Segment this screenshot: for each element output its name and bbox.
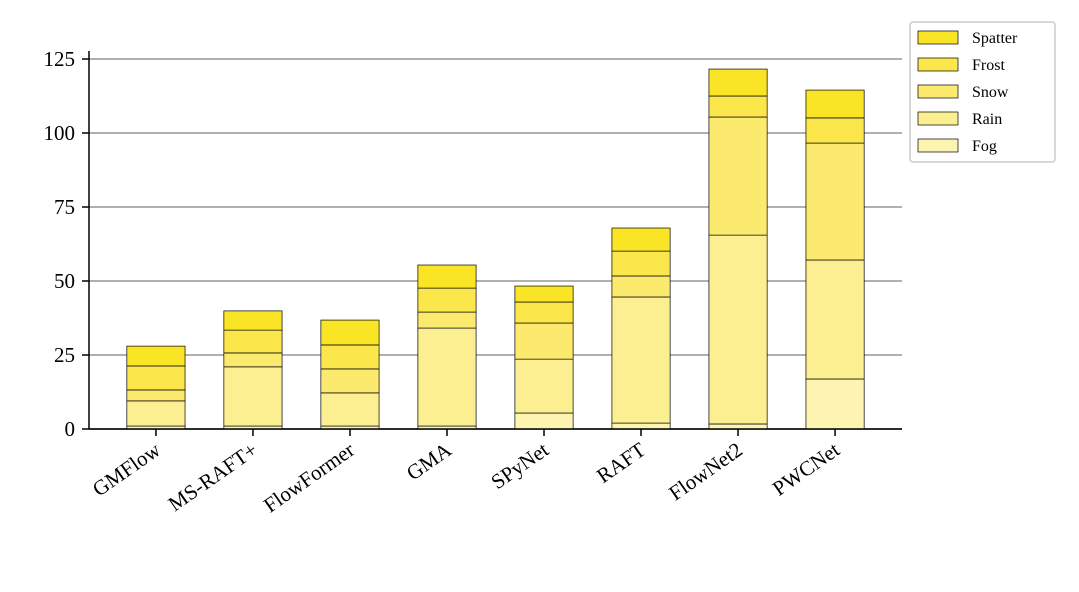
y-tick-label: 25 — [54, 343, 75, 367]
x-tick-label: GMA — [402, 437, 457, 485]
bar-segment — [708, 68, 768, 97]
bar-segment — [805, 378, 865, 430]
bar-segment — [708, 423, 768, 430]
bar-segment — [417, 327, 477, 427]
x-tick-label: SPyNet — [487, 437, 553, 494]
legend-swatch — [917, 84, 959, 99]
bar-segment — [514, 322, 574, 360]
y-tick-label: 100 — [44, 121, 76, 145]
bar-segment — [417, 311, 477, 329]
legend-swatch — [917, 111, 959, 126]
bar-segment — [514, 301, 574, 324]
bar-segment — [514, 412, 574, 430]
legend-label: Spatter — [972, 30, 1018, 47]
bar-segment — [708, 234, 768, 425]
legend-swatch — [917, 57, 959, 72]
bar-segment — [611, 422, 671, 430]
legend-label: Fog — [972, 138, 997, 155]
legend-swatch — [917, 30, 959, 45]
y-tick-label: 0 — [65, 417, 76, 441]
bar-segment — [805, 89, 865, 119]
y-tick-label: 125 — [44, 47, 76, 71]
bar-segment — [320, 368, 380, 394]
bar-segment — [611, 250, 671, 277]
x-tick-label: RAFT — [592, 437, 650, 488]
bar-segment — [514, 358, 574, 414]
legend-swatch — [917, 138, 959, 153]
legend: Spatter Frost Snow Rain Fog — [909, 21, 1056, 163]
bar-segment — [320, 344, 380, 370]
bar-segment — [708, 95, 768, 118]
bar-segment — [708, 116, 768, 236]
bar-segment — [223, 329, 283, 354]
bar-segment — [805, 259, 865, 380]
y-tick-label: 50 — [54, 269, 75, 293]
bar-segment — [611, 296, 671, 424]
legend-label: Frost — [972, 57, 1005, 74]
bar-segment — [611, 275, 671, 298]
legend-label: Rain — [972, 111, 1002, 128]
bar-segment — [611, 227, 671, 252]
x-tick-label: MS-RAFT+ — [164, 437, 262, 516]
bar-segment — [805, 142, 865, 261]
x-tick-label: FlowNet2 — [664, 437, 747, 505]
bar-segment — [514, 285, 574, 303]
bar-segment — [805, 117, 865, 144]
bar-segment — [417, 287, 477, 313]
bar-segment — [223, 352, 283, 368]
bar-segment — [126, 389, 186, 402]
bar-segment — [126, 400, 186, 427]
x-tick-label: GMFlow — [88, 437, 166, 501]
bar-segment — [417, 264, 477, 289]
legend-label: Snow — [972, 84, 1009, 101]
bar-segment — [223, 366, 283, 427]
bar-segment — [320, 319, 380, 346]
x-tick-label: PWCNet — [768, 437, 844, 500]
y-tick-label: 75 — [54, 195, 75, 219]
bar-segment — [126, 345, 186, 367]
legend-frame — [909, 21, 1056, 163]
bar-segment — [320, 392, 380, 427]
x-tick-label: FlowFormer — [259, 437, 359, 517]
bar-segment — [223, 310, 283, 331]
bar-segment — [126, 365, 186, 391]
